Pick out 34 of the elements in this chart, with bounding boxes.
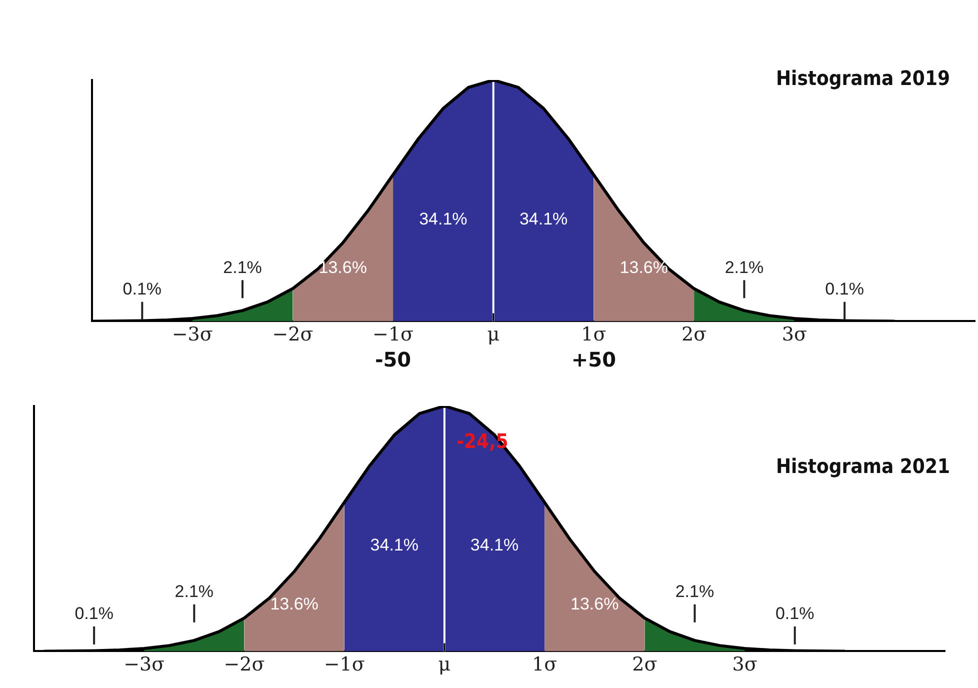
annotation: 34.1% <box>470 535 519 554</box>
text: -50 <box>374 347 412 372</box>
x-tick-label: μ <box>438 654 451 676</box>
x-tick-label: −2σ <box>272 324 314 346</box>
x-tick-label: −3σ <box>172 324 213 346</box>
annotation: 34.1% <box>370 535 418 554</box>
annotation: 0.1% <box>122 280 162 299</box>
x-tick-label: 2σ <box>632 654 658 676</box>
annotation: 13.6% <box>570 594 619 614</box>
annotation: 2.1% <box>223 258 262 277</box>
chart-title: Histograma 2019 <box>776 66 950 90</box>
annotation: 13.6% <box>270 594 318 614</box>
text: +50 <box>571 347 616 372</box>
x-tick-label: −1σ <box>372 324 414 346</box>
x-tick-label: 1σ <box>532 654 558 676</box>
x-tick-label: 3σ <box>782 324 807 346</box>
x-tick-label: −2σ <box>224 654 265 676</box>
x-tick-label: μ <box>487 324 500 346</box>
annotation: 13.6% <box>318 258 367 277</box>
x-tick-label: −3σ <box>124 654 165 676</box>
x-tick-label: 3σ <box>732 654 758 676</box>
annotation: 0.1% <box>775 604 814 624</box>
annotation: 0.1% <box>74 604 114 624</box>
x-tick-label: 1σ <box>581 324 606 346</box>
annotation: 0.1% <box>825 280 864 299</box>
annotation: 13.6% <box>620 258 668 277</box>
annotation: 2.1% <box>174 582 214 602</box>
annotation: 2.1% <box>675 582 714 602</box>
x-tick-label: 2σ <box>682 324 707 346</box>
annotation: 34.1% <box>419 210 468 229</box>
annotation: 2.1% <box>724 258 764 277</box>
x-tick-label: −1σ <box>324 654 365 676</box>
annotation: 34.1% <box>519 210 568 229</box>
text: Histograma 2021 <box>776 454 950 478</box>
